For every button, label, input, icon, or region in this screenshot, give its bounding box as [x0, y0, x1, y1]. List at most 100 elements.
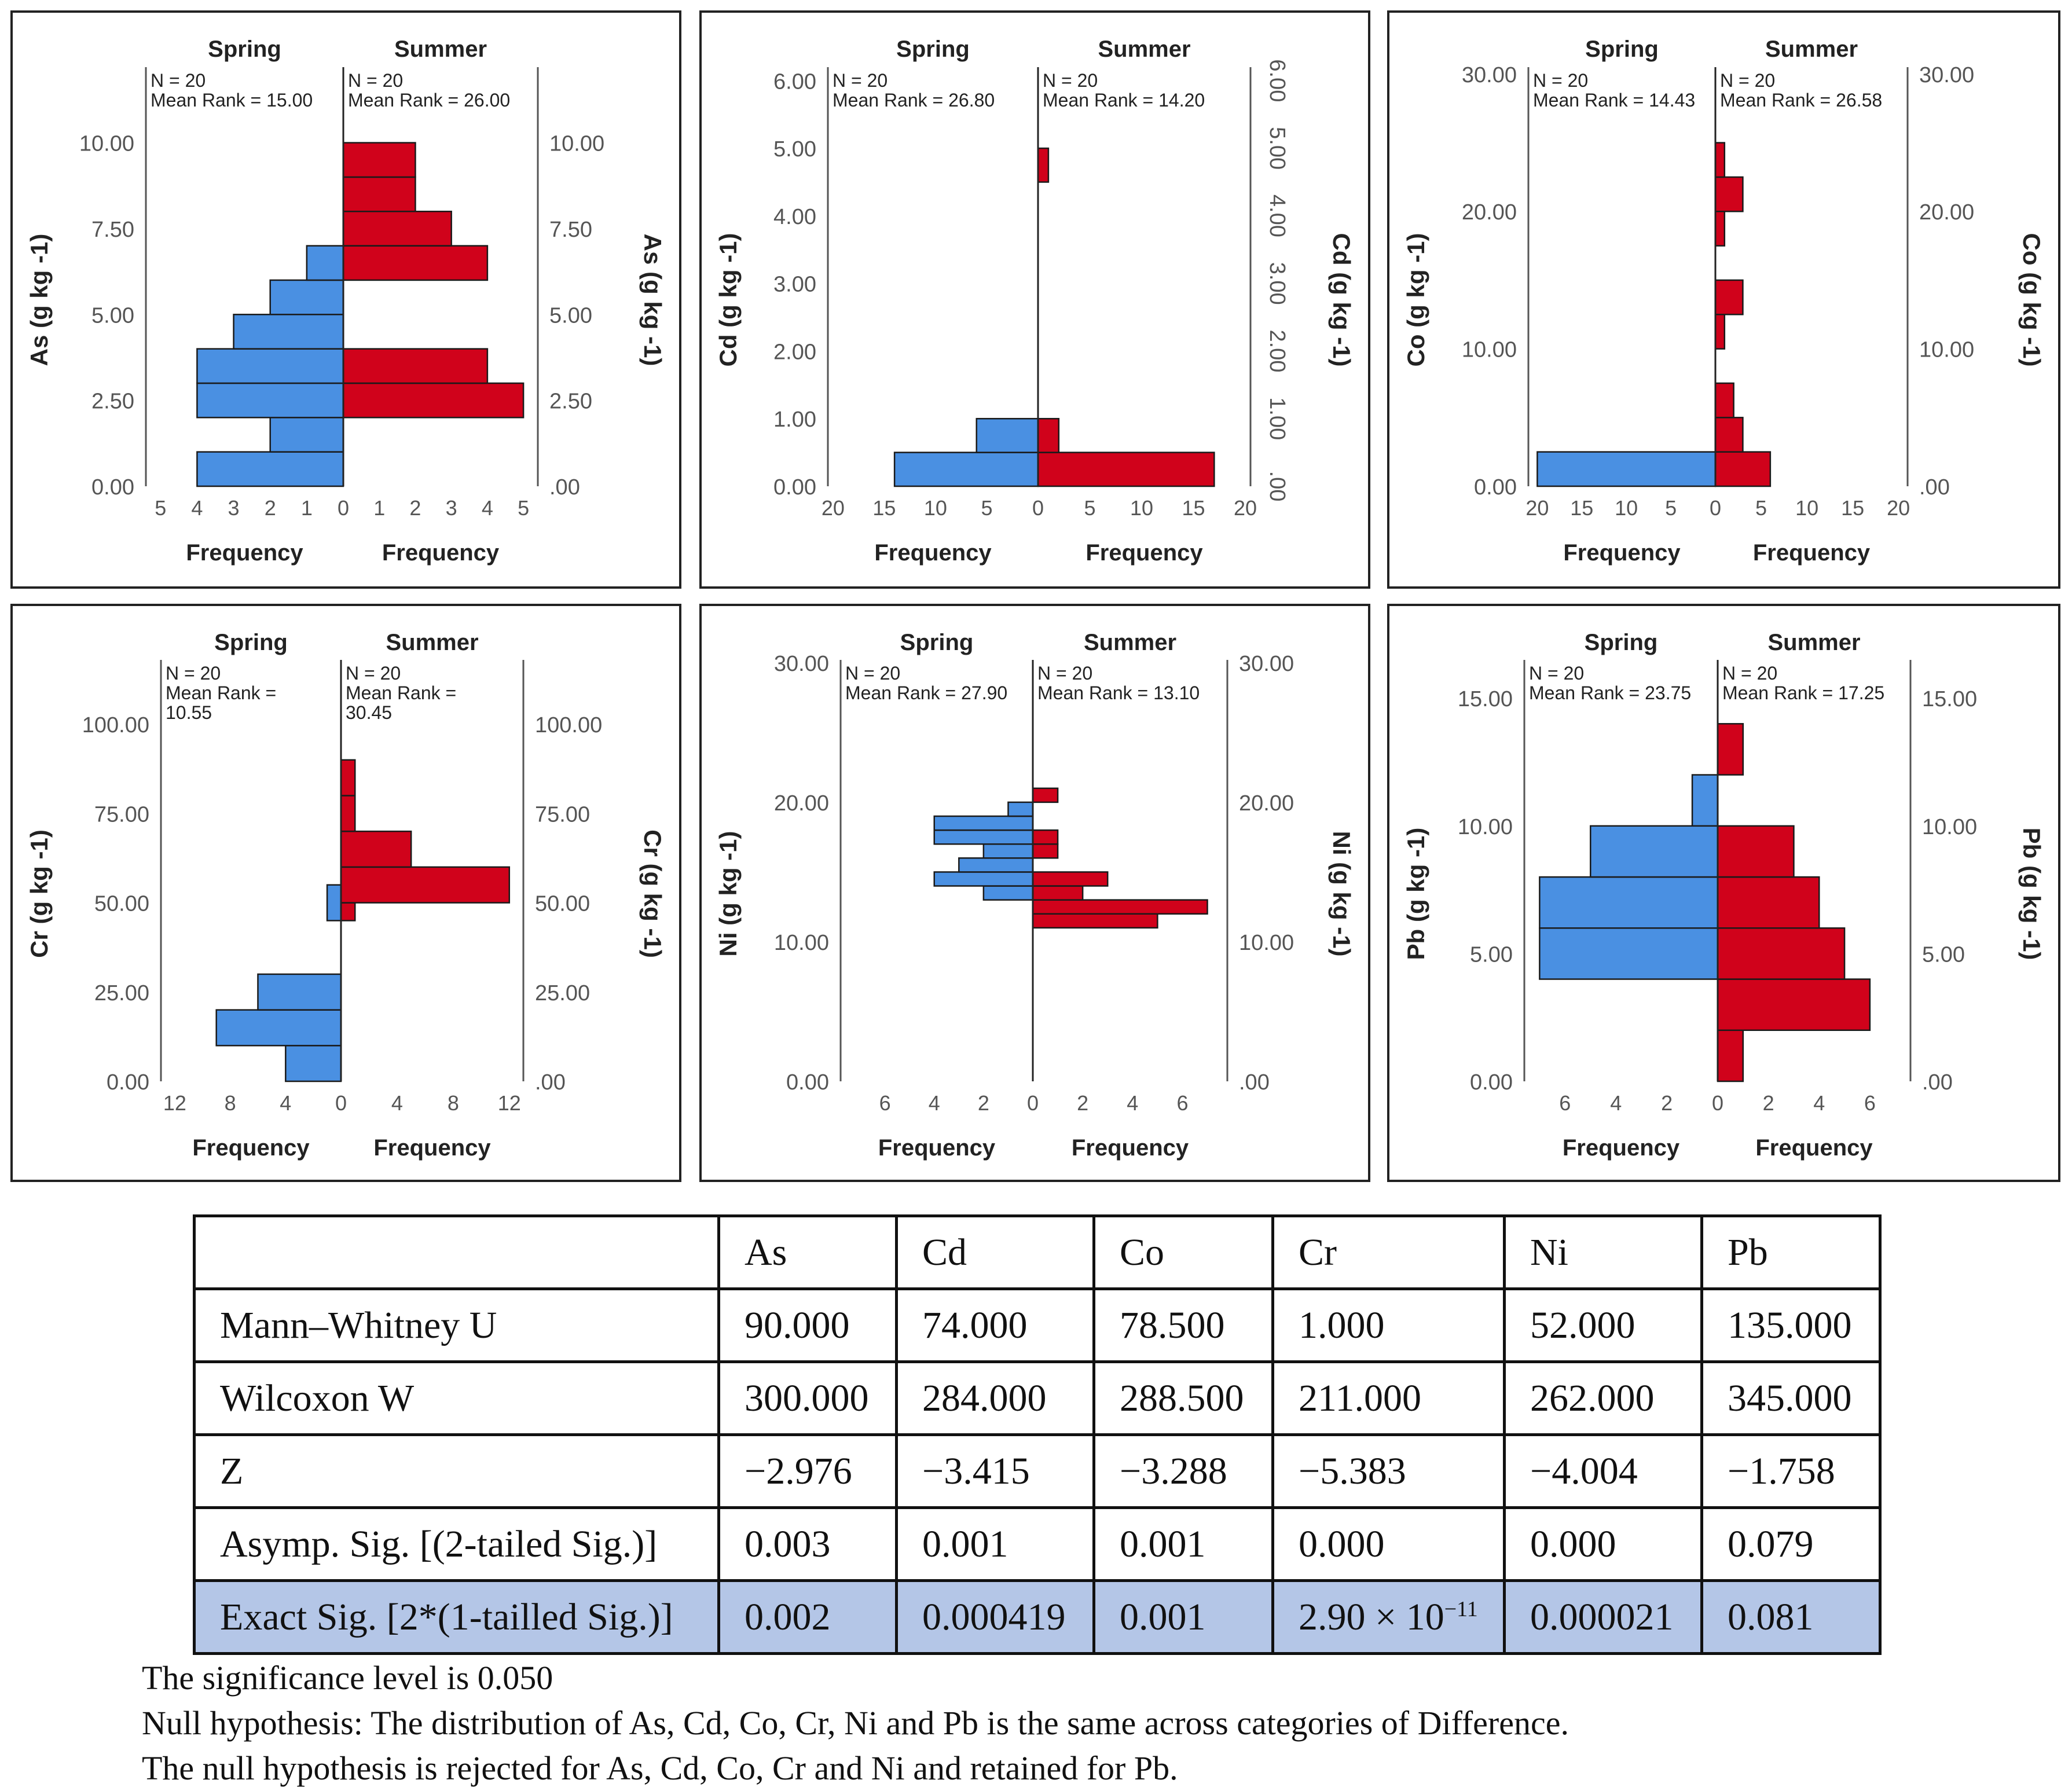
- table-cell: −3.415: [895, 1433, 1095, 1509]
- spring-stats-label: N = 20: [1529, 663, 1584, 684]
- table-header-cell: [193, 1214, 720, 1290]
- x-tick-label-right: 0: [1710, 496, 1721, 520]
- table-cell: 0.000: [1503, 1506, 1703, 1582]
- x-tick-label-left: 5: [981, 496, 992, 520]
- table-cell: 0.003: [717, 1506, 898, 1582]
- summer-bar: [1037, 417, 1060, 453]
- table-header-cell: Cr: [1271, 1214, 1506, 1290]
- table-row: Z −2.976 −3.415 −3.288 −5.383 −4.004 −1.…: [193, 1433, 1882, 1509]
- table-row-label: Z: [193, 1433, 720, 1509]
- table-header-cell: Co: [1092, 1214, 1274, 1290]
- x-axis-title-left: Frequency: [874, 540, 992, 566]
- y-tick-label-right: 75.00: [535, 802, 590, 827]
- table-cell-scientific: 2.90 × 10−11: [1271, 1579, 1506, 1655]
- summer-stats-label: N = 20: [1722, 663, 1777, 684]
- summer-title: Summer: [386, 630, 478, 655]
- table-header-cell: Cd: [895, 1214, 1095, 1290]
- y-tick-label-left: 100.00: [82, 713, 149, 737]
- y-tick-label-left: 3.00: [773, 273, 816, 297]
- y-tick-label-left: 4.00: [773, 205, 816, 229]
- summer-title: Summer: [1765, 36, 1858, 62]
- summer-stats-label: Mean Rank = 14.20: [1043, 90, 1205, 111]
- table-cell: 300.000: [717, 1360, 898, 1436]
- spring-title: Spring: [1585, 630, 1658, 655]
- y-tick-label-left: 6.00: [773, 69, 816, 94]
- summer-bar: [1714, 451, 1772, 487]
- y-tick-label-right: 20.00: [1239, 791, 1294, 816]
- table-header-cell: Pb: [1700, 1214, 1882, 1290]
- spring-bar: [306, 245, 344, 281]
- x-tick-label-right: 4: [1813, 1091, 1825, 1115]
- x-tick-label-left: 20: [1525, 496, 1549, 520]
- table-row: Asymp. Sig. [(2-tailed Sig.)] 0.003 0.00…: [193, 1506, 1882, 1582]
- x-tick-label-right: 4: [482, 496, 493, 520]
- x-axis-title-right: Frequency: [1753, 540, 1871, 566]
- y-tick-label-left: 25.00: [94, 981, 149, 1005]
- spring-bar: [1691, 774, 1719, 827]
- summer-bar: [1714, 210, 1726, 247]
- spring-title: Spring: [208, 36, 281, 62]
- spring-title: Spring: [896, 36, 970, 62]
- summer-stats-label: Mean Rank = 17.25: [1722, 682, 1884, 703]
- x-tick-label-right: 0: [1027, 1091, 1039, 1115]
- summer-stats-label: N = 20: [346, 663, 401, 684]
- y-tick-label-left: 0.00: [1474, 475, 1517, 500]
- y-tick-label-right: .00: [549, 475, 580, 500]
- x-axis-title-right: Frequency: [1085, 540, 1203, 566]
- summer-bar: [1717, 978, 1871, 1032]
- y-tick-label-right: 25.00: [535, 981, 590, 1005]
- table-cell: 262.000: [1503, 1360, 1703, 1436]
- spring-bar: [215, 1009, 342, 1047]
- y-tick-label-left: 30.00: [1462, 63, 1517, 87]
- summer-stats-label: N = 20: [1720, 70, 1775, 91]
- x-axis-title-right: Frequency: [382, 540, 500, 566]
- x-tick-label-left: 6: [879, 1091, 891, 1115]
- y-tick-label-right: 10.00: [1919, 338, 1974, 362]
- x-tick-label-right: 10: [1130, 496, 1153, 520]
- table-cell: 0.002: [717, 1579, 898, 1655]
- x-tick-label-left: 2: [265, 496, 276, 520]
- sci-base: 2.90 × 10: [1299, 1595, 1444, 1638]
- summer-stats-label: N = 20: [1037, 663, 1092, 684]
- x-tick-label-left: 15: [872, 496, 896, 520]
- table-header-row: As Cd Co Cr Ni Pb: [193, 1214, 1882, 1290]
- summer-bar: [1714, 417, 1744, 453]
- y-tick-label-right: .00: [1919, 475, 1950, 500]
- x-tick-label-right: 0: [1712, 1091, 1723, 1115]
- table-cell: 0.000021: [1503, 1579, 1703, 1655]
- spring-stats-label: Mean Rank = 26.80: [833, 90, 995, 111]
- y-axis-title-right: As (g kg -1): [639, 234, 666, 366]
- summer-bar: [340, 866, 511, 904]
- y-tick-label-left: 10.00: [774, 931, 829, 955]
- x-tick-label-right: 4: [1127, 1091, 1138, 1115]
- x-axis-title-left: Frequency: [878, 1135, 996, 1161]
- y-tick-label-right: 2.00: [1265, 329, 1289, 372]
- spring-bar: [269, 279, 344, 315]
- summer-bar: [342, 382, 525, 419]
- table-cell: −5.383: [1271, 1433, 1506, 1509]
- y-tick-label-left: 50.00: [94, 892, 149, 916]
- y-tick-label-right: .00: [1239, 1070, 1270, 1095]
- spring-bar: [196, 348, 344, 384]
- x-tick-label-right: 5: [1755, 496, 1767, 520]
- spring-stats-label: Mean Rank = 27.90: [845, 682, 1007, 703]
- x-tick-label-right: 2: [409, 496, 421, 520]
- summer-bar: [340, 795, 356, 832]
- spring-stats-label: Mean Rank = 23.75: [1529, 682, 1691, 703]
- summer-title: Summer: [1098, 36, 1190, 62]
- summer-bar: [1714, 176, 1744, 212]
- y-tick-label-right: 100.00: [535, 713, 602, 737]
- table-row-label: Asymp. Sig. [(2-tailed Sig.)]: [193, 1506, 720, 1582]
- x-tick-label-right: 2: [1077, 1091, 1088, 1115]
- summer-bar: [1032, 829, 1059, 845]
- table-cell: 345.000: [1700, 1360, 1882, 1436]
- spring-bar: [1539, 876, 1719, 929]
- spring-bar: [933, 871, 1034, 887]
- y-tick-label-left: 0.00: [786, 1070, 829, 1095]
- sci-exponent: −11: [1444, 1597, 1478, 1621]
